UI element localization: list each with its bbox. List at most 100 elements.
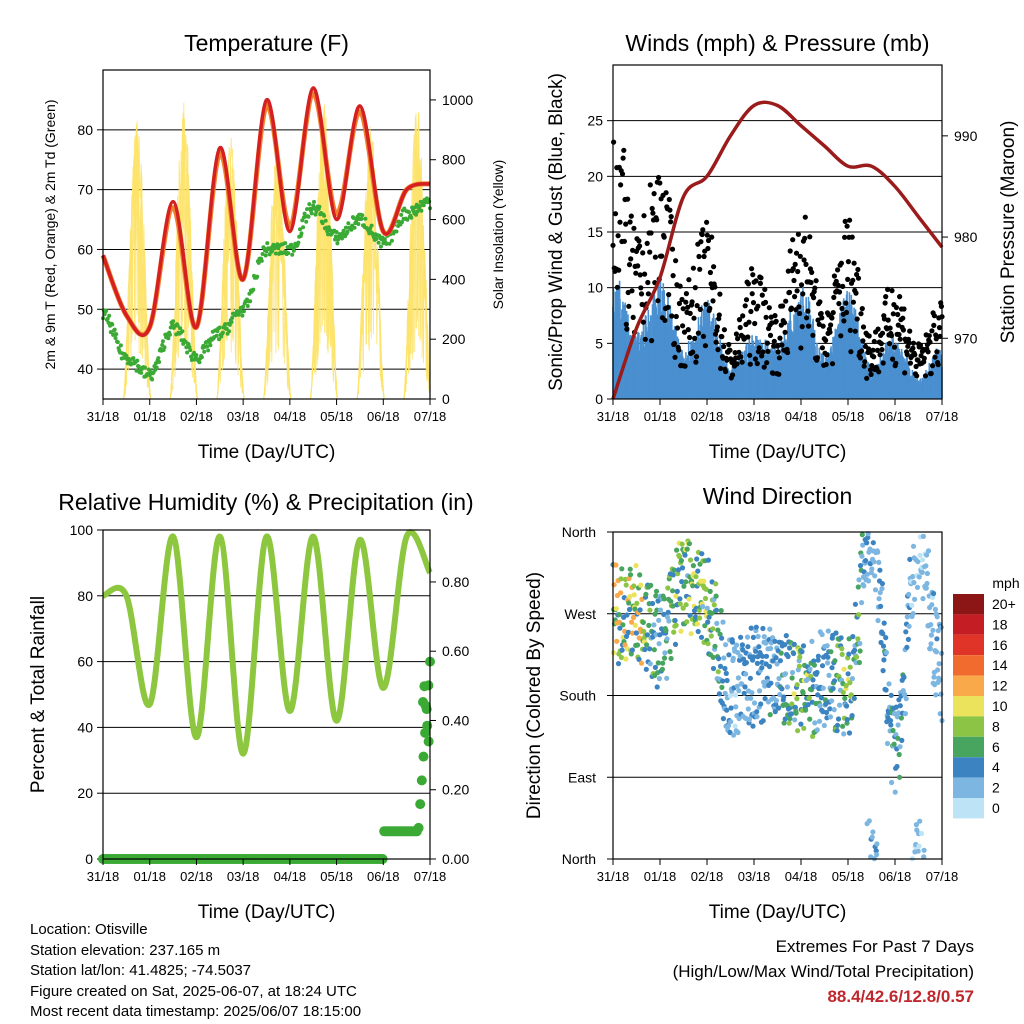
rh-x-tick-label: 04/18 — [274, 869, 307, 884]
legend-swatch — [953, 757, 984, 778]
gust-point — [799, 324, 805, 330]
gust-point — [669, 313, 675, 319]
direction-point — [901, 674, 907, 681]
direction-point — [627, 594, 633, 600]
direction-point — [870, 540, 876, 546]
gust-point — [798, 282, 805, 288]
direction-point — [633, 630, 640, 636]
direction-point — [893, 704, 899, 710]
gust-point — [862, 359, 868, 365]
gust-point — [759, 353, 765, 359]
direction-point — [903, 696, 909, 702]
gust-point — [847, 217, 853, 223]
gust-point — [810, 332, 816, 338]
direction-point — [661, 611, 667, 618]
legend-label: 10 — [992, 698, 1008, 714]
dewpoint-point — [322, 213, 327, 218]
direction-point — [917, 552, 923, 558]
direction-point — [694, 621, 701, 627]
dewpoint-point — [317, 204, 322, 209]
gust-point — [858, 311, 864, 317]
gust-point — [902, 370, 908, 376]
direction-point — [651, 647, 657, 653]
gust-point — [631, 225, 637, 231]
dir-y-tick-label: North — [562, 851, 596, 867]
direction-point — [690, 583, 696, 589]
direction-point — [682, 552, 688, 558]
direction-point — [844, 703, 850, 709]
gust-point — [812, 285, 818, 291]
dewpoint-point — [156, 356, 161, 361]
gust-point — [676, 347, 682, 353]
gust-point — [762, 286, 768, 292]
direction-point — [681, 583, 687, 589]
direction-point — [903, 629, 909, 635]
dewpoint-point — [134, 368, 139, 373]
gust-point — [835, 267, 841, 273]
temp-y2-tick-label: 600 — [442, 212, 466, 228]
direction-point — [877, 590, 883, 596]
legend-swatch — [953, 614, 984, 635]
dewpoint-point — [108, 330, 113, 335]
dewpoint-point — [359, 216, 364, 221]
direction-point — [825, 628, 831, 634]
direction-point — [915, 559, 921, 565]
temp-2m-line — [101, 86, 431, 337]
gust-point — [637, 272, 643, 278]
dewpoint-point — [184, 345, 189, 350]
legend-swatch — [953, 798, 984, 819]
dir-plot-frame — [612, 531, 943, 860]
direction-point — [849, 676, 856, 682]
gust-point — [747, 361, 753, 367]
direction-point — [819, 631, 825, 638]
direction-point — [815, 653, 822, 659]
direction-point — [768, 680, 774, 686]
direction-point — [732, 692, 739, 698]
gust-point — [907, 328, 913, 334]
gust-point — [854, 316, 860, 322]
gust-point — [802, 214, 808, 220]
gust-point — [895, 322, 901, 328]
dewpoint-point — [363, 216, 368, 221]
wind-title: Winds (mph) & Pressure (mb) — [625, 30, 929, 56]
gust-point — [868, 371, 874, 378]
dewpoint-point — [283, 241, 288, 246]
direction-point — [683, 579, 689, 585]
rh-title: Relative Humidity (%) & Precipitation (i… — [58, 489, 473, 515]
gust-point — [890, 311, 896, 317]
legend-label: 18 — [992, 616, 1008, 632]
gust-point — [673, 313, 679, 320]
location-text: Location: Otisville — [30, 921, 148, 938]
direction-point — [720, 716, 727, 722]
gust-point — [639, 301, 645, 308]
direction-point — [619, 647, 625, 653]
gust-point — [711, 264, 717, 270]
direction-point — [869, 566, 875, 572]
gust-point — [764, 340, 771, 346]
gust-point — [755, 303, 761, 309]
gust-point — [635, 263, 641, 269]
dewpoint-point — [150, 377, 155, 382]
dewpoint-point — [302, 211, 307, 216]
temp-x-axis: 31/18 01/18 02/18 03/18 04/18 05/18 06/18 07/18… — [87, 399, 446, 463]
gust-point — [922, 373, 929, 379]
direction-point — [888, 692, 894, 698]
direction-point — [613, 606, 619, 612]
direction-point — [654, 607, 660, 613]
gust-point — [853, 290, 859, 296]
direction-point — [762, 683, 768, 689]
gust-point — [859, 348, 865, 354]
direction-point — [675, 567, 682, 573]
direction-point — [932, 606, 939, 613]
direction-point — [811, 662, 818, 668]
direction-point — [719, 684, 725, 691]
gust-point — [616, 267, 622, 273]
direction-point — [904, 614, 910, 620]
direction-point — [869, 834, 875, 840]
direction-point — [750, 723, 756, 729]
gust-point — [642, 336, 648, 342]
gust-point — [890, 356, 896, 362]
gust-point — [747, 352, 753, 358]
direction-point — [648, 582, 654, 589]
direction-point — [613, 562, 619, 568]
